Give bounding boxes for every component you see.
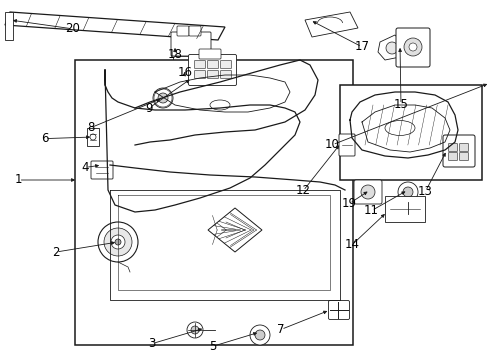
FancyBboxPatch shape <box>459 144 468 152</box>
FancyBboxPatch shape <box>328 301 349 320</box>
Circle shape <box>111 235 125 249</box>
FancyBboxPatch shape <box>171 32 210 56</box>
Circle shape <box>191 326 199 334</box>
FancyBboxPatch shape <box>91 161 113 179</box>
Text: 19: 19 <box>342 197 356 210</box>
Text: 5: 5 <box>208 340 216 353</box>
Text: 16: 16 <box>177 66 192 79</box>
Circle shape <box>98 222 138 262</box>
Circle shape <box>104 228 132 256</box>
Circle shape <box>403 38 421 56</box>
FancyBboxPatch shape <box>173 57 231 84</box>
FancyBboxPatch shape <box>353 180 381 204</box>
Circle shape <box>153 88 173 108</box>
Bar <box>87 128 99 146</box>
FancyBboxPatch shape <box>199 49 221 59</box>
FancyBboxPatch shape <box>207 71 218 78</box>
Text: 2: 2 <box>52 246 60 258</box>
FancyBboxPatch shape <box>194 61 207 79</box>
Circle shape <box>115 239 121 245</box>
Text: 10: 10 <box>325 138 339 151</box>
Polygon shape <box>207 208 262 252</box>
Ellipse shape <box>209 100 229 110</box>
Circle shape <box>402 187 412 197</box>
FancyBboxPatch shape <box>220 60 231 68</box>
Polygon shape <box>5 12 224 40</box>
Text: 17: 17 <box>354 40 368 53</box>
Circle shape <box>360 185 374 199</box>
Circle shape <box>186 322 203 338</box>
Text: 9: 9 <box>145 102 153 114</box>
Circle shape <box>158 93 168 103</box>
FancyBboxPatch shape <box>194 60 205 68</box>
Text: 12: 12 <box>295 184 310 197</box>
Text: 18: 18 <box>167 48 182 61</box>
Bar <box>75 60 352 345</box>
Ellipse shape <box>384 121 414 135</box>
Circle shape <box>408 43 416 51</box>
FancyBboxPatch shape <box>338 134 354 156</box>
Text: 4: 4 <box>81 161 89 174</box>
FancyBboxPatch shape <box>442 135 474 167</box>
FancyBboxPatch shape <box>189 26 201 36</box>
Text: 7: 7 <box>277 323 285 336</box>
Text: 14: 14 <box>344 238 359 251</box>
Bar <box>339 85 481 180</box>
Text: 13: 13 <box>417 185 432 198</box>
FancyBboxPatch shape <box>447 153 457 161</box>
FancyBboxPatch shape <box>208 61 223 79</box>
FancyBboxPatch shape <box>177 26 189 36</box>
Text: 11: 11 <box>364 204 378 217</box>
Text: 15: 15 <box>393 98 407 111</box>
Polygon shape <box>377 35 404 60</box>
FancyBboxPatch shape <box>447 144 457 152</box>
Text: 6: 6 <box>41 132 49 145</box>
FancyBboxPatch shape <box>179 61 193 79</box>
Text: 20: 20 <box>65 22 80 35</box>
FancyBboxPatch shape <box>395 28 429 67</box>
Text: 3: 3 <box>147 337 155 350</box>
FancyBboxPatch shape <box>194 71 205 78</box>
FancyBboxPatch shape <box>459 153 468 161</box>
FancyBboxPatch shape <box>188 54 236 85</box>
Circle shape <box>397 182 417 202</box>
Circle shape <box>90 134 96 140</box>
FancyBboxPatch shape <box>220 71 231 78</box>
Bar <box>384 196 424 222</box>
Circle shape <box>249 325 269 345</box>
Polygon shape <box>305 12 357 37</box>
Text: 1: 1 <box>15 174 22 186</box>
Text: 8: 8 <box>86 121 94 134</box>
Bar <box>5 12 13 40</box>
Circle shape <box>254 330 264 340</box>
Circle shape <box>385 42 397 54</box>
FancyBboxPatch shape <box>207 60 218 68</box>
